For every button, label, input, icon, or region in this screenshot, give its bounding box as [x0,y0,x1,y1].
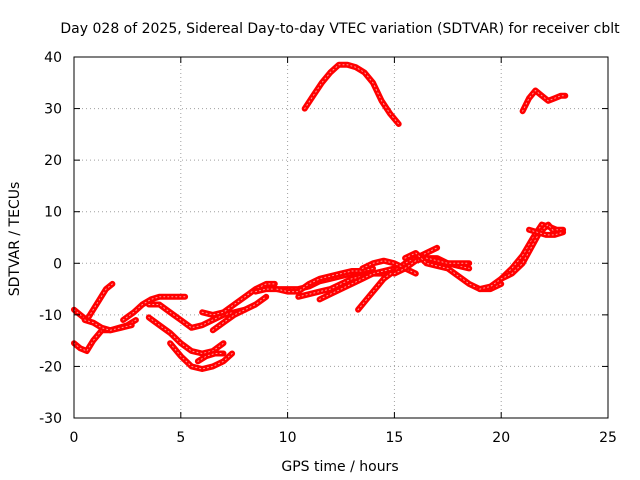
y-tick-label: 10 [44,205,62,221]
series-texture-arc-8 [197,353,224,362]
x-tick-label: 15 [385,430,403,446]
series-line-arc-19 [423,255,473,267]
y-tick-label: -20 [39,359,62,375]
y-tick-label: 40 [44,50,62,66]
series-line-arc-4 [120,293,189,323]
chart-title: Day 028 of 2025, Sidereal Day-to-day VTE… [60,21,620,37]
tick-layer [73,56,609,419]
y-tick-label: 30 [44,102,62,118]
grid-layer [74,57,608,418]
series-texture-arc-10 [212,296,267,331]
y-tick-label: 20 [44,153,62,169]
series-texture-arc-1 [73,283,113,321]
x-tick-label: 0 [70,430,79,446]
x-tick-label: 10 [279,430,297,446]
x-tick-label: 20 [492,430,510,446]
series-texture-arc-22 [528,229,564,236]
y-tick-label: -30 [39,411,62,427]
series-texture-arc-21 [500,224,556,280]
series-line-arc-18 [402,250,505,293]
series-texture-arc-13 [297,273,385,298]
series-texture-arc-6 [148,316,224,354]
x-tick-label: 5 [176,430,185,446]
series-texture-arc-14 [319,265,406,300]
series-texture-arc-23 [304,64,400,125]
series-texture-arc-7 [169,342,233,370]
y-tick-label: -10 [39,308,62,324]
x-axis-title: GPS time / hours [281,459,398,475]
series-texture-arc-3 [84,319,133,331]
x-tick-label: 25 [599,430,617,446]
series-texture-arc-5 [148,304,246,329]
y-axis-title: SDTVAR / TECUs [7,182,23,297]
plot-frame [73,56,609,419]
series-line-arc-23 [301,61,402,127]
series-texture-arc-19 [425,257,470,264]
series-texture-arc-24 [522,90,566,112]
series-layer [71,61,569,372]
y-tick-label: 0 [53,256,62,272]
label-layer: 0 5 10 15 20 25 -30 -20 -10 0 10 20 30 40 [39,50,617,446]
series-texture-arc-9 [201,283,276,316]
series-texture-arc-12 [276,267,374,293]
